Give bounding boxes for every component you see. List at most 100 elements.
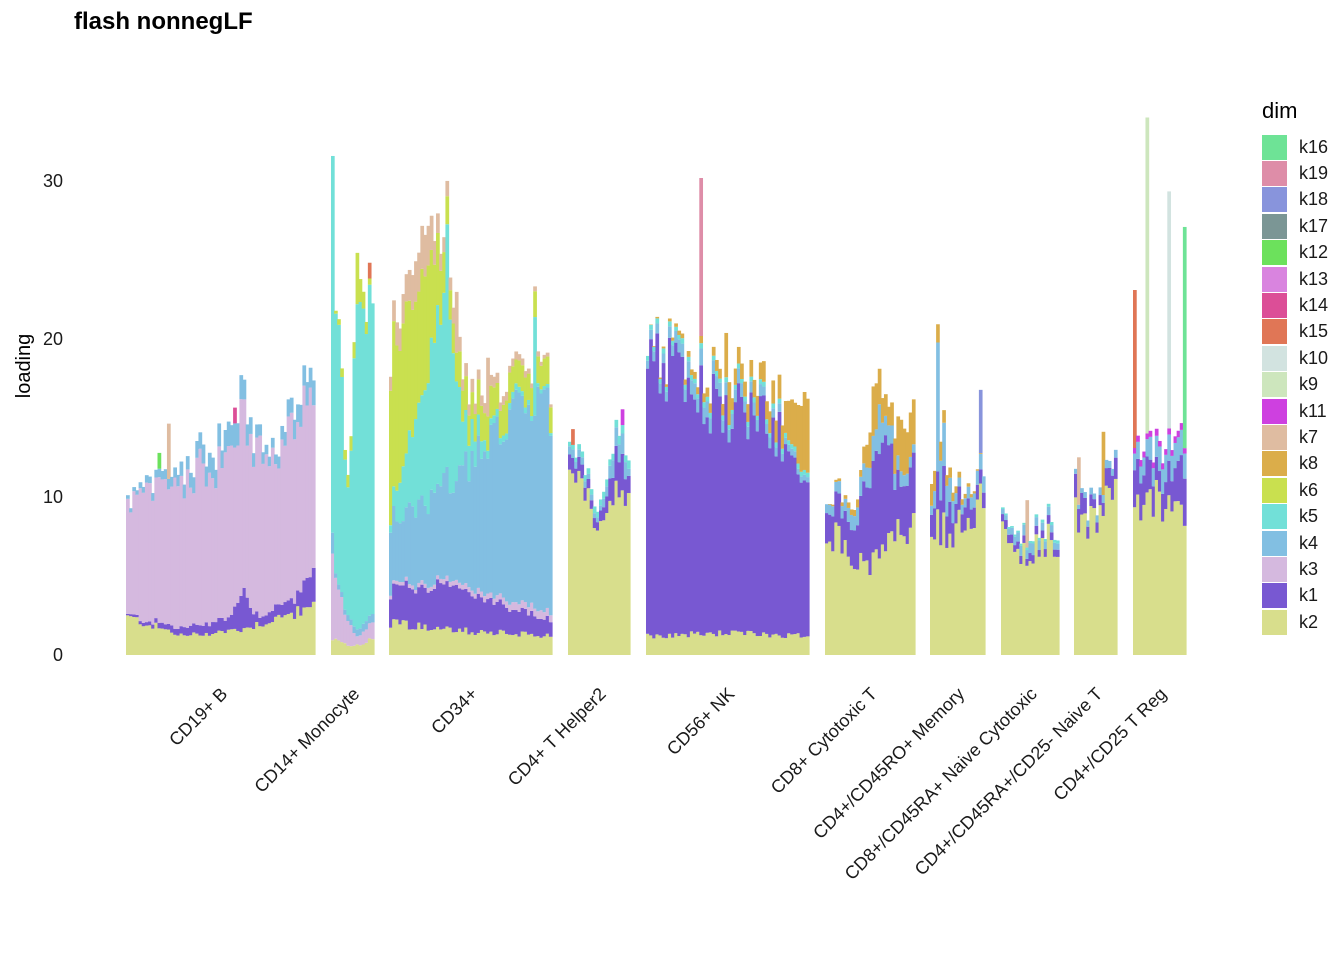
- bar-segment-k1: [1052, 549, 1057, 557]
- bar-segment-k2: [686, 637, 691, 655]
- bar-segment-k1: [154, 618, 159, 623]
- bar-segment-k8: [899, 419, 904, 472]
- bar-segment-k2: [655, 634, 660, 655]
- bar-segment-k11: [1133, 448, 1137, 454]
- bar-segment-k2: [1148, 489, 1153, 655]
- bar-segment-k8: [790, 399, 794, 445]
- bar-segment-k4: [539, 393, 544, 611]
- bar-segment-k2: [948, 533, 952, 655]
- bar-segment-k3: [229, 445, 234, 615]
- bar-segment-k6: [536, 356, 541, 384]
- bar-segment-k1: [893, 489, 897, 542]
- bar-segment-k8: [975, 469, 980, 471]
- bar-segment-k3: [226, 446, 231, 618]
- group-bars: [126, 365, 316, 655]
- bar-segment-k4: [1113, 449, 1118, 458]
- bar-segment-k1: [761, 395, 766, 633]
- bar-segment-k5: [771, 403, 776, 409]
- bar-segment-k1: [1139, 483, 1143, 521]
- legend-label: k5: [1299, 506, 1319, 527]
- bar-segment-k8: [966, 483, 971, 487]
- bar-segment-k1: [1179, 455, 1184, 505]
- bar-segment-k4: [233, 423, 237, 448]
- bar-segment-k11: [1182, 448, 1187, 454]
- bar-segment-k4: [1182, 453, 1187, 479]
- bar-segment-k2: [217, 630, 222, 655]
- bar-segment-k1: [517, 611, 522, 637]
- bar-segment-k4: [790, 448, 794, 456]
- bar-segment-k6: [451, 323, 456, 354]
- bar-segment-k1: [671, 355, 675, 638]
- legend-item-k5: k5: [1262, 503, 1328, 530]
- legend-swatch: [1262, 556, 1287, 582]
- bar-segment-k1: [160, 622, 165, 629]
- bar-segment-k2: [448, 627, 453, 655]
- bar-segment-k1: [664, 401, 669, 639]
- bar-segment-k1: [768, 448, 772, 638]
- bar-segment-k2: [711, 633, 716, 655]
- bar-segment-k5: [331, 155, 335, 533]
- bar-segment-k5: [583, 475, 588, 482]
- bar-segment-k3: [358, 635, 363, 646]
- bar-segment-k1: [252, 614, 256, 629]
- legend-item-k2: k2: [1262, 609, 1328, 635]
- bar-segment-k5: [699, 343, 704, 349]
- bar-segment-k4: [486, 458, 490, 594]
- bar-segment-k6: [401, 323, 406, 467]
- bar-segment-k4: [1022, 524, 1027, 536]
- bar-segment-k5: [655, 318, 660, 324]
- bar-segment-k2: [349, 646, 354, 655]
- bar-segment-k3: [334, 577, 338, 639]
- bar-segment-k4: [749, 381, 754, 393]
- bar-segment-k2: [896, 519, 901, 655]
- bar-segment-k1: [526, 615, 531, 635]
- bar-segment-k2: [730, 630, 735, 655]
- bar-segment-k8: [843, 495, 848, 499]
- bar-segment-k4: [746, 426, 751, 440]
- bar-segment-k8: [954, 486, 959, 494]
- bar-segment-k1: [746, 439, 751, 631]
- bar-segment-k6: [501, 404, 506, 436]
- x-group-label: CD4+/CD45RO+ Memory: [809, 684, 968, 843]
- bar-segment-k6: [504, 400, 509, 434]
- bar-segment-k12: [157, 452, 162, 469]
- bar-segment-k3: [179, 475, 184, 627]
- bar-segment-k4: [467, 481, 472, 588]
- bar-segment-k7: [467, 404, 472, 416]
- bar-segment-k1: [840, 518, 845, 554]
- legend-swatch: [1262, 213, 1287, 239]
- bar-segment-k2: [933, 539, 937, 655]
- bar-segment-k2: [1086, 538, 1090, 655]
- bar-segment-k2: [936, 509, 940, 655]
- bar-segment-k1: [883, 435, 888, 552]
- bar-segment-k6: [508, 372, 512, 404]
- bar-segment-k6: [454, 352, 459, 382]
- bar-segment-k1: [752, 415, 757, 634]
- bar-segment-k11: [1145, 433, 1150, 440]
- bar-segment-k1: [951, 523, 956, 548]
- bar-segment-k1: [520, 607, 525, 632]
- bar-segment-k5: [346, 487, 351, 616]
- bar-segment-k1: [501, 604, 506, 631]
- bar-segment-k1: [948, 501, 952, 534]
- bar-segment-k10: [1167, 191, 1172, 429]
- bar-segment-k11: [1136, 435, 1140, 442]
- bar-segment-k2: [911, 513, 916, 655]
- bar-segment-k4: [595, 517, 600, 523]
- bar-segment-k1: [1145, 456, 1150, 493]
- bar-segment-k2: [611, 505, 616, 655]
- bar-segment-k1: [871, 460, 876, 553]
- bar-segment-k2: [414, 629, 418, 655]
- bar-segment-k1: [392, 583, 396, 620]
- bar-segment-k8: [787, 400, 791, 441]
- bar-segment-k4: [533, 415, 537, 609]
- bar-segment-k3: [252, 466, 256, 615]
- bar-segment-k1: [1028, 553, 1033, 562]
- bar-segment-k2: [862, 561, 866, 655]
- bar-segment-k8: [674, 323, 678, 327]
- bar-segment-k3: [461, 584, 465, 590]
- bar-segment-k4: [765, 424, 769, 434]
- bar-segment-k4: [220, 450, 225, 469]
- bar-segment-k2: [195, 633, 200, 655]
- bar-segment-k6: [410, 309, 415, 438]
